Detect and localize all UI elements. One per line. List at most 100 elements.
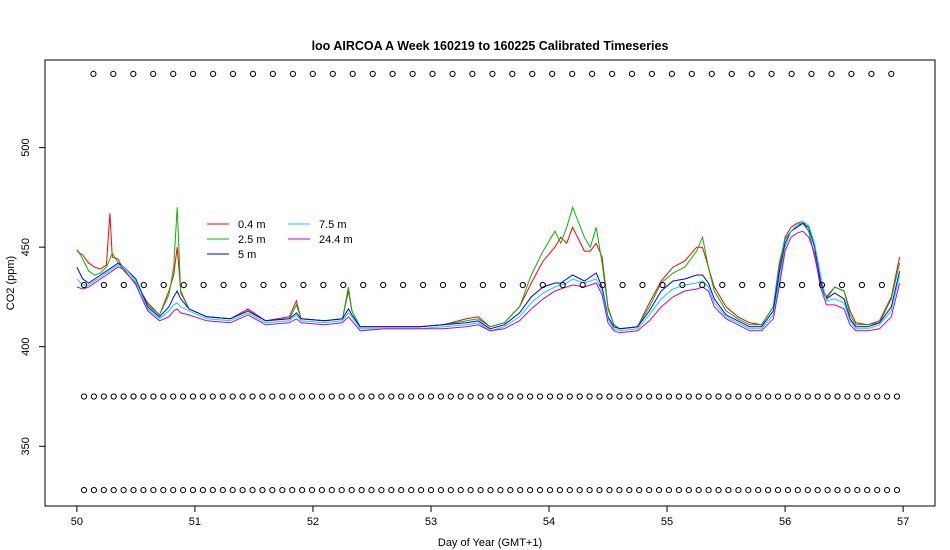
marker-point-row-4 (259, 487, 266, 494)
marker-point-row-1 (369, 70, 376, 78)
marker-point-row-4 (180, 487, 187, 494)
marker-point-row-1 (489, 70, 496, 78)
marker-point-row-2 (340, 281, 347, 289)
marker-point-row-2 (360, 281, 367, 289)
legend-label-3: 5 m (238, 249, 256, 261)
marker-point-row-2 (559, 281, 566, 289)
marker-point-row-3 (259, 393, 266, 400)
marker-point-row-3 (596, 393, 603, 400)
marker-point-row-3 (378, 393, 385, 400)
marker-point-row-4 (755, 487, 762, 494)
marker-point-row-4 (606, 487, 613, 494)
marker-point-row-2 (719, 281, 726, 289)
marker-point-row-3 (140, 393, 147, 400)
marker-point-row-3 (774, 393, 782, 400)
series-line-5 (76, 230, 901, 334)
marker-point-row-2 (759, 281, 766, 289)
marker-point-row-4 (844, 487, 851, 494)
marker-point-row-2 (699, 281, 706, 289)
marker-point-row-1 (509, 70, 516, 78)
marker-point-row-2 (459, 281, 467, 289)
x-tick-label: 53 (425, 516, 437, 528)
x-axis-label: Day of Year (GMT+1) (438, 537, 542, 549)
marker-point-row-4 (90, 487, 98, 494)
marker-point-row-3 (735, 393, 742, 400)
marker-point-row-4 (358, 487, 365, 494)
marker-point-row-1 (768, 70, 775, 78)
marker-point-row-1 (429, 70, 436, 78)
legend-label-1: 0.4 m (238, 219, 266, 231)
marker-point-row-3 (655, 393, 663, 400)
marker-point-row-3 (626, 393, 633, 400)
marker-point-row-4 (388, 487, 395, 494)
marker-point-row-3 (477, 393, 484, 400)
marker-point-row-4 (279, 487, 286, 494)
marker-point-row-3 (893, 393, 901, 400)
marker-point-row-2 (539, 281, 546, 289)
marker-point-row-4 (199, 487, 206, 494)
marker-point-row-4 (308, 487, 316, 494)
marker-point-row-1 (309, 70, 316, 78)
marker-point-row-3 (546, 393, 554, 400)
marker-point-row-4 (487, 487, 494, 494)
marker-point-row-1 (688, 70, 695, 78)
marker-point-row-3 (249, 393, 256, 400)
marker-point-row-2 (679, 281, 686, 289)
marker-point-row-3 (884, 393, 891, 400)
marker-point-row-4 (715, 487, 722, 494)
marker-point-row-2 (739, 281, 746, 289)
marker-point-row-3 (199, 393, 206, 400)
marker-point-row-3 (269, 393, 276, 400)
x-tick-label: 50 (71, 516, 83, 528)
marker-point-row-3 (556, 393, 564, 400)
marker-point-row-2 (799, 281, 806, 289)
marker-point-row-3 (874, 393, 881, 400)
marker-point-row-1 (728, 70, 735, 78)
marker-point-row-4 (160, 487, 167, 494)
legend-label-5: 24.4 m (319, 234, 353, 246)
marker-point-row-4 (864, 487, 871, 494)
marker-point-row-4 (467, 487, 474, 494)
marker-point-row-1 (449, 70, 456, 78)
marker-point-row-4 (784, 487, 792, 494)
marker-point-row-4 (884, 487, 891, 494)
marker-point-row-4 (418, 487, 425, 494)
marker-point-row-3 (497, 393, 504, 400)
marker-point-row-4 (725, 487, 732, 494)
series-line-1 (76, 213, 901, 330)
marker-point-row-3 (646, 393, 653, 400)
chart-title: loo AIRCOA A Week 160219 to 160225 Calib… (312, 39, 669, 53)
marker-point-row-4 (398, 487, 405, 494)
marker-point-row-1 (529, 70, 536, 78)
marker-point-row-4 (299, 487, 306, 494)
marker-point-row-3 (755, 393, 762, 400)
marker-point-row-3 (408, 393, 415, 400)
marker-point-row-1 (569, 70, 576, 78)
marker-point-row-4 (854, 487, 861, 494)
marker-point-row-1 (589, 70, 596, 78)
marker-point-row-3 (566, 393, 573, 400)
marker-point-row-1 (389, 70, 396, 78)
legend-label-2: 2.5 m (238, 234, 266, 246)
marker-point-row-1 (848, 70, 855, 78)
marker-point-row-3 (100, 393, 107, 400)
marker-point-row-4 (536, 487, 544, 494)
marker-point-row-3 (388, 393, 395, 400)
marker-point-row-2 (400, 281, 407, 289)
marker-point-row-1 (210, 70, 217, 78)
marker-point-row-3 (586, 393, 593, 400)
marker-point-row-4 (120, 487, 127, 494)
marker-point-row-4 (378, 487, 385, 494)
marker-point-row-4 (219, 487, 226, 494)
y-tick-label: 500 (20, 138, 32, 156)
marker-point-row-1 (828, 70, 835, 78)
marker-point-row-3 (418, 393, 425, 400)
marker-point-row-4 (527, 487, 534, 494)
marker-point-row-1 (888, 70, 895, 78)
marker-point-row-2 (439, 281, 447, 289)
marker-point-row-3 (715, 393, 722, 400)
marker-point-row-3 (348, 393, 355, 400)
marker-point-row-4 (110, 487, 117, 494)
marker-point-row-3 (160, 393, 167, 400)
